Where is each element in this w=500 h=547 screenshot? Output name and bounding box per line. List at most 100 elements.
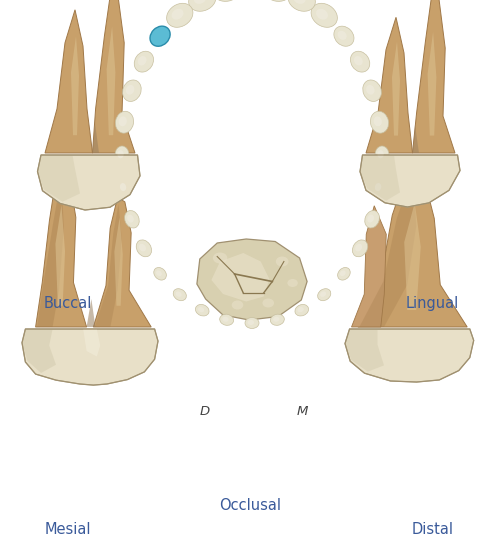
Ellipse shape <box>365 211 380 228</box>
PathPatch shape <box>92 123 99 153</box>
Ellipse shape <box>220 314 234 325</box>
Ellipse shape <box>270 314 284 325</box>
PathPatch shape <box>106 26 116 135</box>
PathPatch shape <box>412 0 455 153</box>
PathPatch shape <box>345 329 384 371</box>
PathPatch shape <box>360 155 460 207</box>
Ellipse shape <box>245 317 259 329</box>
PathPatch shape <box>92 0 135 153</box>
Ellipse shape <box>126 85 134 95</box>
Ellipse shape <box>116 111 134 133</box>
Ellipse shape <box>338 31 346 40</box>
PathPatch shape <box>22 329 158 385</box>
Ellipse shape <box>232 300 243 310</box>
PathPatch shape <box>37 176 64 327</box>
Ellipse shape <box>366 85 374 95</box>
Ellipse shape <box>120 183 126 191</box>
PathPatch shape <box>197 239 307 320</box>
Ellipse shape <box>368 214 374 223</box>
PathPatch shape <box>352 206 386 327</box>
Ellipse shape <box>273 317 280 322</box>
PathPatch shape <box>345 329 474 382</box>
Text: D: D <box>200 405 210 418</box>
Ellipse shape <box>288 0 316 11</box>
PathPatch shape <box>45 10 92 153</box>
Ellipse shape <box>264 0 291 1</box>
Ellipse shape <box>118 150 124 158</box>
Ellipse shape <box>196 305 209 316</box>
Text: Occlusal: Occlusal <box>219 498 281 514</box>
PathPatch shape <box>404 202 421 310</box>
PathPatch shape <box>22 329 56 373</box>
Ellipse shape <box>118 117 127 126</box>
Ellipse shape <box>355 244 362 252</box>
Ellipse shape <box>375 146 389 164</box>
Ellipse shape <box>354 56 362 66</box>
PathPatch shape <box>36 168 86 327</box>
Ellipse shape <box>118 179 132 197</box>
Text: Lingual: Lingual <box>406 296 459 311</box>
Text: M: M <box>297 405 308 418</box>
PathPatch shape <box>86 299 96 327</box>
PathPatch shape <box>114 217 123 306</box>
PathPatch shape <box>38 155 140 210</box>
Ellipse shape <box>352 240 368 257</box>
Ellipse shape <box>316 9 328 20</box>
Ellipse shape <box>276 257 288 266</box>
Ellipse shape <box>375 183 382 191</box>
Ellipse shape <box>311 3 338 27</box>
Ellipse shape <box>124 211 139 228</box>
Ellipse shape <box>173 289 186 301</box>
PathPatch shape <box>212 253 270 301</box>
Ellipse shape <box>262 299 274 307</box>
Ellipse shape <box>150 26 170 46</box>
PathPatch shape <box>38 155 80 202</box>
Ellipse shape <box>320 292 326 297</box>
Ellipse shape <box>188 0 216 11</box>
Text: Mesial: Mesial <box>44 522 91 537</box>
Ellipse shape <box>134 51 154 72</box>
Ellipse shape <box>138 56 146 66</box>
Ellipse shape <box>363 80 382 101</box>
Ellipse shape <box>294 0 306 4</box>
Ellipse shape <box>248 320 254 325</box>
Ellipse shape <box>370 111 388 133</box>
Ellipse shape <box>194 0 206 4</box>
PathPatch shape <box>360 171 416 327</box>
PathPatch shape <box>366 18 412 153</box>
PathPatch shape <box>56 205 65 306</box>
Ellipse shape <box>295 305 308 316</box>
Ellipse shape <box>136 240 152 257</box>
Ellipse shape <box>198 307 204 312</box>
PathPatch shape <box>360 155 400 201</box>
Ellipse shape <box>318 289 331 301</box>
PathPatch shape <box>392 42 400 136</box>
PathPatch shape <box>428 32 436 136</box>
PathPatch shape <box>412 125 419 153</box>
Ellipse shape <box>340 270 345 276</box>
Ellipse shape <box>350 51 370 72</box>
Ellipse shape <box>115 146 129 164</box>
Ellipse shape <box>222 317 228 322</box>
Text: Distal: Distal <box>412 522 454 537</box>
PathPatch shape <box>83 329 100 357</box>
Ellipse shape <box>176 292 182 297</box>
Ellipse shape <box>372 179 386 197</box>
Ellipse shape <box>154 267 166 280</box>
Ellipse shape <box>212 0 240 1</box>
Ellipse shape <box>298 307 304 312</box>
PathPatch shape <box>95 204 122 327</box>
Ellipse shape <box>172 9 183 20</box>
Ellipse shape <box>166 3 193 27</box>
Ellipse shape <box>288 279 298 287</box>
Ellipse shape <box>156 270 162 276</box>
Ellipse shape <box>139 244 146 252</box>
PathPatch shape <box>358 166 467 327</box>
Ellipse shape <box>213 253 228 264</box>
Text: Buccal: Buccal <box>44 296 92 311</box>
Ellipse shape <box>122 80 141 101</box>
Ellipse shape <box>334 26 354 46</box>
PathPatch shape <box>71 36 79 135</box>
PathPatch shape <box>94 198 151 327</box>
Ellipse shape <box>338 267 350 280</box>
